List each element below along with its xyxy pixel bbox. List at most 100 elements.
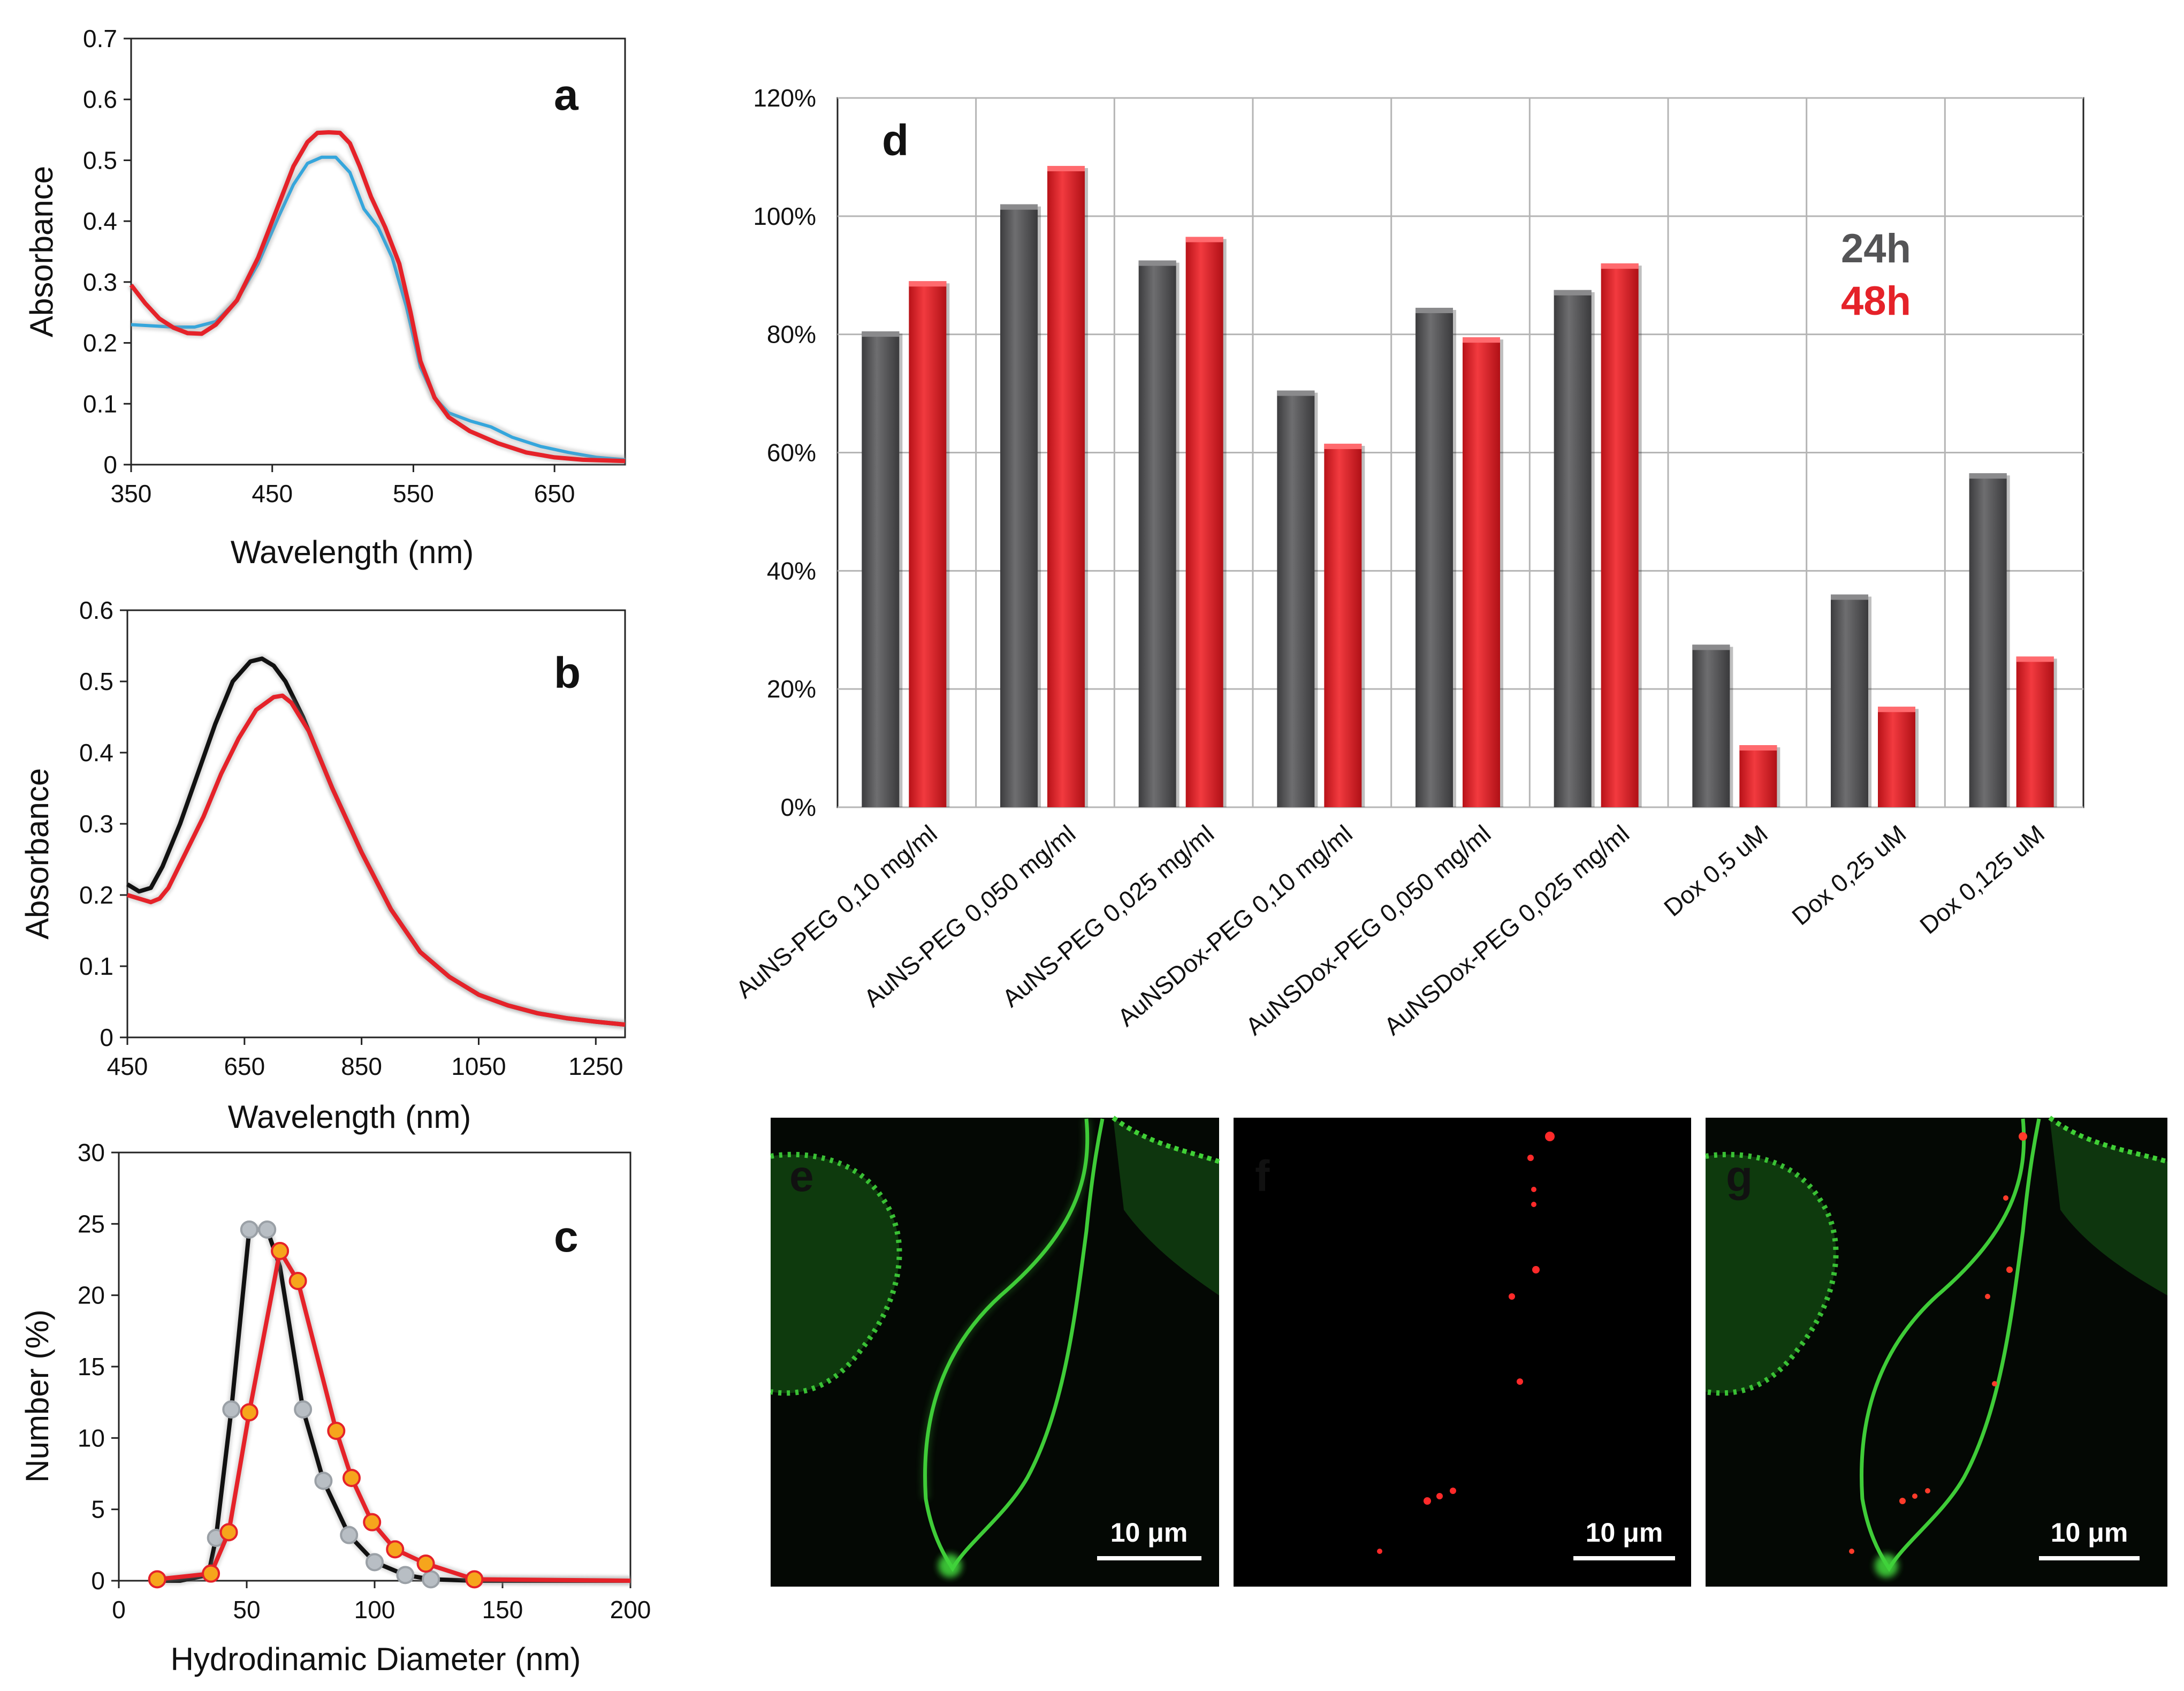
panel-e: e 10 μm [770, 1116, 1220, 1587]
panel-c-xlabel: Hydrodinamic Diameter (nm) [171, 1641, 581, 1677]
y-tick-label: 0.7 [83, 25, 117, 52]
y-tick-label: 0.3 [83, 268, 117, 296]
panel-d: 0% 20% 40% 60% 80% 100% 120% AuNS-PEG 0,10 mg/… [730, 84, 2084, 1041]
bar-48h [1601, 263, 1639, 808]
bar-top-24h [1138, 260, 1176, 266]
panel-a-ylabel: Absorbance [24, 166, 59, 337]
panel-c-ylabel: Number (%) [19, 1309, 55, 1482]
y-tick-label: 5 [91, 1496, 105, 1523]
y-tick-label: 0.3 [79, 810, 113, 838]
bar-top-48h [909, 281, 947, 287]
bar-top-24h [1277, 390, 1315, 396]
panel-e-letter: e [789, 1152, 814, 1201]
bar-top-24h [1554, 290, 1592, 295]
data-point-red [148, 1570, 166, 1589]
y-tick-label: 0.6 [79, 596, 113, 624]
y-tick-label: 120% [753, 84, 816, 112]
data-point-red [240, 1403, 258, 1422]
data-point-black [314, 1472, 333, 1490]
bar-top-24h [1969, 473, 2007, 479]
y-tick-label: 15 [78, 1353, 105, 1381]
bar-top-24h [1692, 644, 1730, 650]
bar-top-48h [2016, 656, 2054, 662]
y-tick-label: 60% [767, 439, 816, 467]
x-tick-label: 650 [224, 1052, 265, 1080]
series-line-red [126, 693, 626, 1027]
data-point-black [366, 1553, 384, 1572]
bar-48h [1878, 707, 1915, 807]
micrograph-f-background [1234, 1118, 1691, 1587]
y-tick-label: 0% [781, 793, 816, 821]
panel-c: 0 5 10 15 20 25 30 0 50 100 150 200 c Hydrodinamic … [19, 1139, 651, 1677]
bar-top-48h [1878, 707, 1915, 712]
scale-label-e: 10 μm [1110, 1518, 1188, 1548]
scale-label-g: 10 μm [2051, 1518, 2128, 1548]
bar-24h [1277, 390, 1315, 807]
panel-g: g 10 μm [1705, 1116, 2168, 1587]
x-tick-label: 850 [341, 1052, 382, 1080]
y-tick-label: 40% [767, 557, 816, 585]
bar-top-48h [1463, 337, 1500, 343]
category-label: AuNSDox-PEG 0,025 mg/ml [1379, 820, 1634, 1041]
bar-top-48h [1047, 165, 1085, 171]
x-tick-label: 650 [534, 480, 575, 507]
y-tick-label: 10 [78, 1424, 105, 1452]
x-tick-label: 0 [112, 1596, 126, 1624]
data-point-black [422, 1570, 440, 1589]
bar-48h [1185, 237, 1223, 808]
bar-top-48h [1185, 237, 1223, 242]
panel-a-frame [130, 37, 626, 466]
data-point-red [342, 1469, 361, 1487]
panel-b-series [125, 654, 626, 1029]
y-tick-label: 0 [100, 1023, 113, 1051]
bar-top-24h [862, 331, 900, 337]
data-point-red [386, 1540, 405, 1559]
legend-48h: 48h [1841, 278, 1911, 324]
x-tick-label: 150 [482, 1596, 523, 1624]
bar-48h [2016, 656, 2054, 807]
y-tick-label: 0.6 [83, 86, 117, 113]
bar-24h [1969, 473, 2007, 807]
data-point-black [396, 1566, 415, 1584]
data-point-red [271, 1242, 290, 1260]
series-line-red [129, 130, 626, 464]
y-tick-label: 80% [767, 321, 816, 348]
panel-b-xlabel: Wavelength (nm) [228, 1099, 471, 1135]
micrograph-e-cells [770, 1116, 1220, 1578]
series-line-black [126, 656, 626, 1027]
category-label: Dox 0,25 uM [1786, 820, 1911, 930]
bar-top-24h [1831, 594, 1868, 600]
panel-a-axes: 0 0.1 0.2 0.3 0.4 0.5 0.6 0.7 350 450 550 650 [83, 25, 626, 507]
bar-24h [1554, 290, 1592, 807]
bar-top-48h [1739, 745, 1777, 751]
y-tick-label: 0.2 [83, 329, 117, 357]
y-tick-label: 0.4 [83, 207, 117, 235]
panel-d-letter: d [882, 116, 909, 165]
y-tick-label: 20 [78, 1281, 105, 1309]
x-tick-label: 450 [107, 1052, 148, 1080]
x-tick-label: 450 [252, 480, 293, 507]
bar-48h [1047, 165, 1085, 808]
y-tick-label: 0.1 [83, 390, 117, 418]
scale-label-f: 10 μm [1586, 1518, 1663, 1548]
bar-top-24h [1000, 204, 1038, 210]
panel-a: 0 0.1 0.2 0.3 0.4 0.5 0.6 0.7 350 450 550 650 a Wav… [24, 25, 626, 570]
x-tick-label: 1250 [568, 1052, 623, 1080]
y-tick-label: 0.5 [79, 668, 113, 695]
panel-b: 0 0.1 0.2 0.3 0.4 0.5 0.6 450 650 850 1050 1250 b W… [19, 596, 626, 1135]
panel-b-axes: 0 0.1 0.2 0.3 0.4 0.5 0.6 450 650 850 1050 1250 [79, 596, 626, 1080]
bar-top-48h [1601, 263, 1639, 269]
data-point-black [294, 1400, 313, 1419]
data-point-red [219, 1523, 238, 1542]
bar-48h [1739, 745, 1777, 807]
x-tick-label: 550 [393, 480, 434, 507]
category-label: AuNSDox-PEG 0,050 mg/ml [1240, 820, 1496, 1041]
micrograph-f-particles [1377, 1132, 1555, 1554]
y-tick-label: 0.1 [79, 952, 113, 980]
panel-c-letter: c [554, 1212, 579, 1261]
bar-top-24h [1416, 307, 1453, 313]
panel-a-xlabel: Wavelength (nm) [231, 534, 474, 570]
series-shadow-red [127, 128, 626, 466]
